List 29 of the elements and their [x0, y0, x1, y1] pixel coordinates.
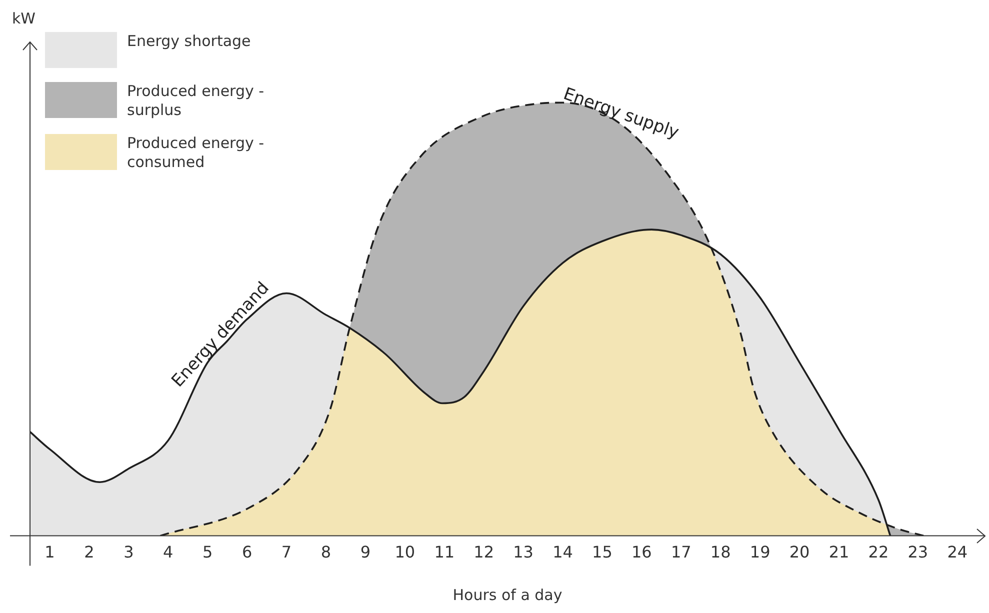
x-tick-label: 5	[202, 542, 213, 562]
x-tick-label: 17	[670, 542, 692, 562]
x-tick-label: 8	[320, 542, 332, 562]
x-tick-label: 22	[868, 542, 889, 562]
x-tick-label: 16	[631, 542, 652, 562]
x-tick-label: 14	[552, 542, 573, 562]
x-tick-label: 11	[434, 542, 455, 562]
x-tick-label: 19	[750, 542, 770, 562]
legend-label: Produced energy - surplus	[127, 82, 266, 120]
x-tick-label: 20	[789, 542, 810, 562]
legend-label: Produced energy - consumed	[127, 134, 266, 172]
x-axis-title: Hours of a day	[452, 586, 562, 604]
x-tick-label: 21	[828, 542, 850, 562]
x-tick-label: 1	[44, 542, 55, 562]
x-tick-label: 10	[394, 542, 416, 562]
x-tick-label: 13	[513, 542, 534, 562]
x-tick-label: 3	[124, 542, 134, 562]
text: kW	[12, 9, 36, 28]
x-tick-label: 7	[281, 542, 292, 562]
x-tick-label: 12	[474, 542, 494, 562]
legend-label: Energy shortage	[127, 32, 252, 51]
x-tick-label: 18	[710, 542, 731, 562]
x-tick-label: 2	[84, 542, 94, 562]
x-tick-label: 23	[908, 542, 928, 562]
x-tick-label: 15	[592, 542, 612, 562]
x-tick-label: 24	[947, 542, 968, 562]
x-tick-label: 6	[242, 542, 252, 562]
x-tick-label: 4	[163, 542, 174, 562]
x-tick-label: 9	[360, 542, 371, 562]
